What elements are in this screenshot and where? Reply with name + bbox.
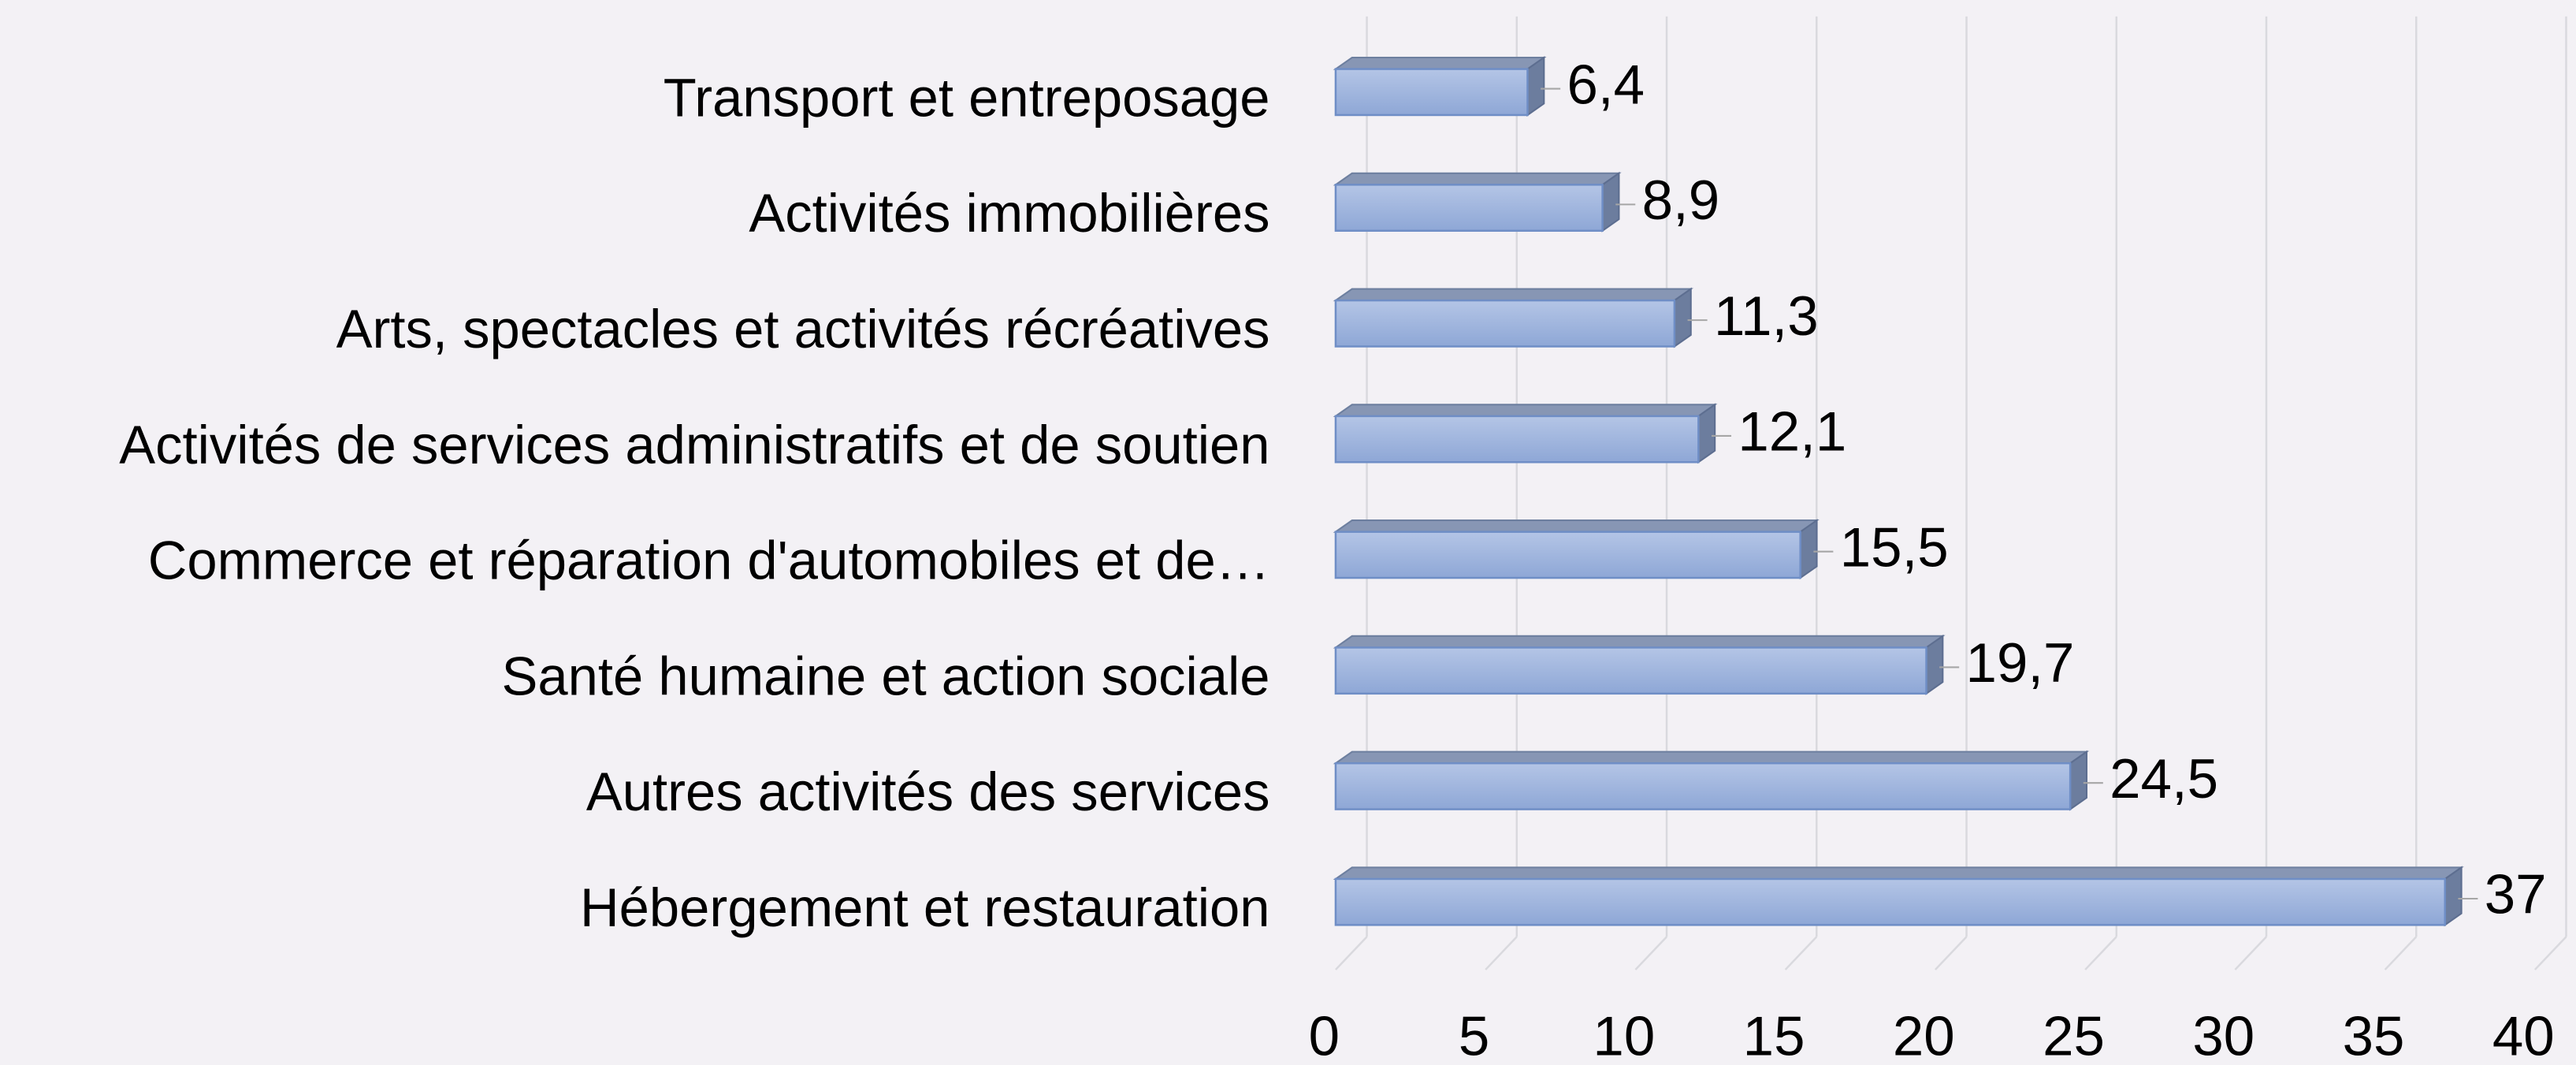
floor-grid-line (2084, 936, 2117, 970)
data-label: 19,7 (1966, 632, 2075, 694)
x-tick-label: 40 (2492, 1005, 2555, 1065)
y-tick-label: Commerce et réparation d'automobiles et … (148, 531, 1270, 591)
x-tick-label: 25 (2043, 1005, 2105, 1065)
bar-top (1333, 172, 1622, 186)
bar (1334, 68, 1529, 117)
x-tick-label: 35 (2343, 1005, 2405, 1065)
bar (1334, 877, 2446, 926)
bar-top (1333, 866, 2464, 881)
bar (1334, 415, 1700, 464)
bar-top (1333, 519, 1820, 533)
bar (1334, 531, 1801, 579)
y-tick-label: Activités immobilières (749, 183, 1269, 244)
x-tick-label: 10 (1593, 1005, 1655, 1065)
bar-top (1333, 635, 1946, 649)
bar (1334, 646, 1927, 695)
y-tick-label: Activités de services administratifs et … (119, 415, 1269, 475)
data-label: 11,3 (1714, 285, 1819, 348)
bar-top (1333, 288, 1694, 302)
bar-top (1333, 750, 2090, 765)
y-tick-label: Santé humaine et action sociale (502, 646, 1270, 706)
data-label: 24,5 (2109, 748, 2218, 810)
floor-grid-line (2384, 936, 2418, 970)
floor-grid-line (2533, 936, 2567, 970)
floor-grid-line (1335, 936, 1368, 970)
floor-grid-line (1784, 936, 1818, 970)
data-label: 15,5 (1840, 516, 1949, 579)
floor-grid-line (2234, 936, 2267, 970)
x-tick-label: 15 (1743, 1005, 1805, 1065)
x-tick-label: 30 (2192, 1005, 2254, 1065)
bar (1334, 184, 1604, 232)
y-tick-label: Hébergement et restauration (580, 877, 1270, 938)
x-tick-label: 0 (1309, 1005, 1340, 1065)
data-label: 6,4 (1567, 54, 1645, 116)
x-tick-label: 5 (1459, 1005, 1489, 1065)
y-tick-label: Autres activités des services (586, 762, 1270, 822)
x-tick-label: 20 (1893, 1005, 1955, 1065)
bar-top (1333, 404, 1718, 417)
bar (1334, 299, 1676, 348)
floor-grid-line (1935, 936, 1968, 970)
data-label: 37 (2485, 864, 2547, 926)
data-label: 8,9 (1642, 169, 1720, 232)
floor-grid-line (1634, 936, 1667, 970)
data-label: 12,1 (1738, 401, 1846, 464)
y-tick-label: Arts, spectacles et activités récréative… (336, 299, 1270, 359)
y-tick-label: Transport et entreposage (664, 67, 1270, 128)
floor-grid-line (1485, 936, 1518, 970)
bar (1334, 762, 2072, 810)
bar-top (1333, 56, 1547, 70)
